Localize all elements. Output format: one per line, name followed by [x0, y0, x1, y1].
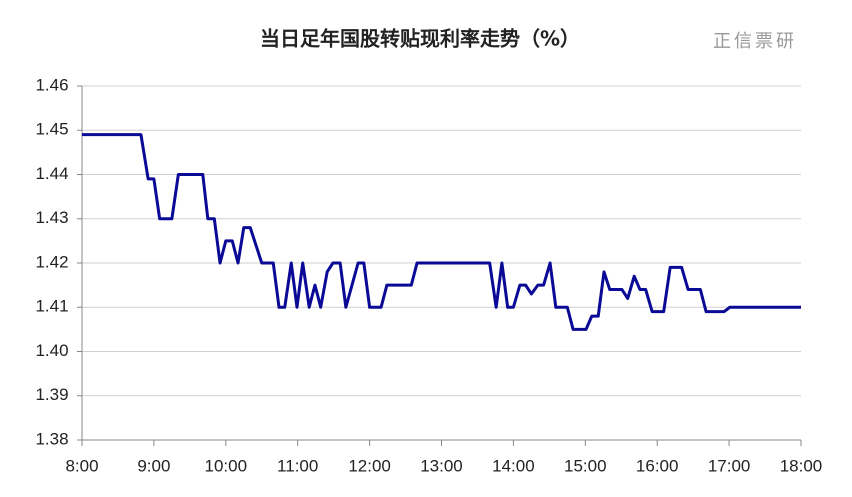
x-tick-label: 8:00: [65, 456, 98, 475]
y-tick-label: 1.38: [35, 429, 68, 448]
y-tick-label: 1.42: [35, 252, 68, 271]
x-tick-label: 9:00: [137, 456, 170, 475]
x-tick-label: 18:00: [780, 456, 823, 475]
y-tick-label: 1.44: [35, 164, 68, 183]
x-tick-label: 10:00: [205, 456, 248, 475]
y-tick-label: 1.43: [35, 208, 68, 227]
x-tick-label: 11:00: [277, 456, 318, 475]
chart-title: 当日足年国股转贴现利率走势（%）: [260, 27, 580, 51]
y-tick-label: 1.40: [35, 341, 68, 360]
y-tick-label: 1.45: [35, 120, 68, 139]
x-tick-label: 12:00: [348, 456, 391, 475]
data-line: [82, 133, 801, 331]
x-tick-label: 15:00: [564, 456, 607, 475]
y-tick-label: 1.39: [35, 385, 68, 404]
y-tick-label: 1.41: [35, 297, 68, 316]
x-tick-label: 17:00: [708, 456, 751, 475]
y-tick-label: 1.46: [35, 75, 68, 94]
x-tick-label: 16:00: [636, 456, 679, 475]
watermark: 正信票研: [713, 31, 797, 52]
x-tick-label: 13:00: [420, 456, 463, 475]
x-tick-label: 14:00: [492, 456, 535, 475]
